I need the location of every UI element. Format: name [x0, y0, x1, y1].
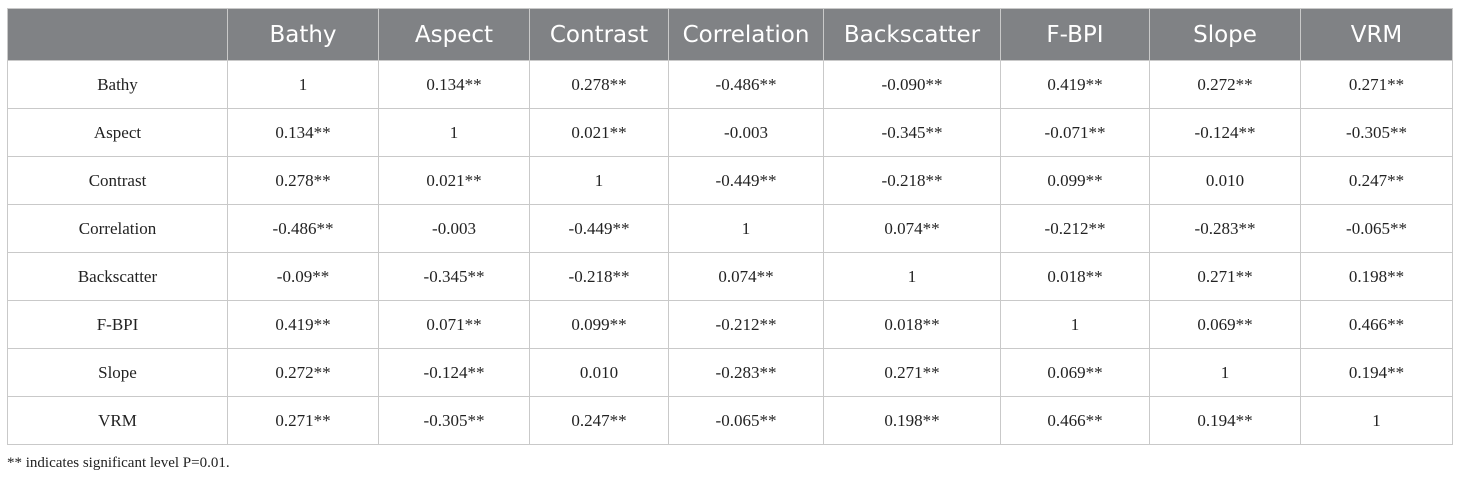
cell: 1 — [378, 108, 530, 157]
column-header: Aspect — [378, 8, 530, 61]
cell: 0.271** — [1300, 60, 1453, 109]
cell: -0.003 — [668, 108, 824, 157]
column-header: Backscatter — [823, 8, 1001, 61]
table-row: Slope 0.272** -0.124** 0.010 -0.283** 0.271**… — [7, 348, 1453, 397]
corner-cell — [7, 8, 228, 61]
cell: 0.134** — [378, 60, 530, 109]
table-row: VRM 0.271** -0.305** 0.247** -0.065** 0.198**… — [7, 396, 1453, 445]
cell: -0.486** — [227, 204, 379, 253]
cell: 0.071** — [378, 300, 530, 349]
column-header: Correlation — [668, 8, 824, 61]
cell: 1 — [227, 60, 379, 109]
cell: -0.09** — [227, 252, 379, 301]
cell: -0.345** — [823, 108, 1001, 157]
cell: 0.134** — [227, 108, 379, 157]
column-header: VRM — [1300, 8, 1453, 61]
cell: 0.278** — [529, 60, 669, 109]
row-label: Contrast — [7, 156, 228, 205]
cell: -0.345** — [378, 252, 530, 301]
table-row: Correlation -0.486** -0.003 -0.449** 1 0.074*… — [7, 204, 1453, 253]
cell: 0.198** — [823, 396, 1001, 445]
cell: 0.194** — [1300, 348, 1453, 397]
cell: 0.278** — [227, 156, 379, 205]
cell: 0.419** — [227, 300, 379, 349]
row-label: F-BPI — [7, 300, 228, 349]
table-row: Aspect 0.134** 1 0.021** -0.003 -0.345** -0.07… — [7, 108, 1453, 157]
cell: -0.283** — [1149, 204, 1301, 253]
cell: 1 — [529, 156, 669, 205]
cell: 0.021** — [378, 156, 530, 205]
correlation-table: Bathy Aspect Contrast Correlation Backscatte… — [7, 8, 1453, 445]
cell: 1 — [668, 204, 824, 253]
table-row: Bathy 1 0.134** 0.278** -0.486** -0.090** 0.41… — [7, 60, 1453, 109]
cell: 0.069** — [1149, 300, 1301, 349]
cell: 0.466** — [1000, 396, 1150, 445]
row-label: VRM — [7, 396, 228, 445]
cell: 0.018** — [1000, 252, 1150, 301]
cell: 0.018** — [823, 300, 1001, 349]
cell: 0.010 — [1149, 156, 1301, 205]
row-label: Backscatter — [7, 252, 228, 301]
cell: 0.074** — [823, 204, 1001, 253]
cell: 0.194** — [1149, 396, 1301, 445]
cell: -0.449** — [668, 156, 824, 205]
cell: 0.099** — [529, 300, 669, 349]
row-label: Slope — [7, 348, 228, 397]
cell: 0.271** — [823, 348, 1001, 397]
cell: 0.272** — [1149, 60, 1301, 109]
column-header: Contrast — [529, 8, 669, 61]
cell: 0.069** — [1000, 348, 1150, 397]
cell: 0.021** — [529, 108, 669, 157]
cell: 0.247** — [529, 396, 669, 445]
column-header: F-BPI — [1000, 8, 1150, 61]
cell: -0.071** — [1000, 108, 1150, 157]
cell: -0.212** — [668, 300, 824, 349]
cell: -0.212** — [1000, 204, 1150, 253]
table-row: F-BPI 0.419** 0.071** 0.099** -0.212** 0.018*… — [7, 300, 1453, 349]
cell: 1 — [1149, 348, 1301, 397]
cell: -0.124** — [378, 348, 530, 397]
footnote: ** indicates significant level P=0.01. — [7, 455, 230, 471]
cell: 0.198** — [1300, 252, 1453, 301]
cell: -0.065** — [1300, 204, 1453, 253]
row-label: Correlation — [7, 204, 228, 253]
header-row: Bathy Aspect Contrast Correlation Backscatte… — [7, 8, 1453, 61]
cell: 0.271** — [1149, 252, 1301, 301]
cell: -0.305** — [378, 396, 530, 445]
cell: -0.124** — [1149, 108, 1301, 157]
cell: 1 — [1000, 300, 1150, 349]
cell: 0.271** — [227, 396, 379, 445]
cell: -0.065** — [668, 396, 824, 445]
row-label: Aspect — [7, 108, 228, 157]
cell: 0.466** — [1300, 300, 1453, 349]
cell: 0.010 — [529, 348, 669, 397]
row-label: Bathy — [7, 60, 228, 109]
cell: 0.074** — [668, 252, 824, 301]
table-row: Contrast 0.278** 0.021** 1 -0.449** -0.218** 0… — [7, 156, 1453, 205]
table-body: Bathy 1 0.134** 0.278** -0.486** -0.090** 0.41… — [7, 60, 1453, 445]
cell: -0.218** — [823, 156, 1001, 205]
cell: 0.247** — [1300, 156, 1453, 205]
column-header: Slope — [1149, 8, 1301, 61]
cell: 0.419** — [1000, 60, 1150, 109]
cell: -0.283** — [668, 348, 824, 397]
cell: 1 — [823, 252, 1001, 301]
cell: -0.486** — [668, 60, 824, 109]
cell: -0.449** — [529, 204, 669, 253]
column-header: Bathy — [227, 8, 379, 61]
cell: -0.305** — [1300, 108, 1453, 157]
cell: 0.099** — [1000, 156, 1150, 205]
cell: 1 — [1300, 396, 1453, 445]
cell: -0.218** — [529, 252, 669, 301]
table-row: Backscatter -0.09** -0.345** -0.218** 0.074*… — [7, 252, 1453, 301]
cell: -0.003 — [378, 204, 530, 253]
cell: -0.090** — [823, 60, 1001, 109]
cell: 0.272** — [227, 348, 379, 397]
